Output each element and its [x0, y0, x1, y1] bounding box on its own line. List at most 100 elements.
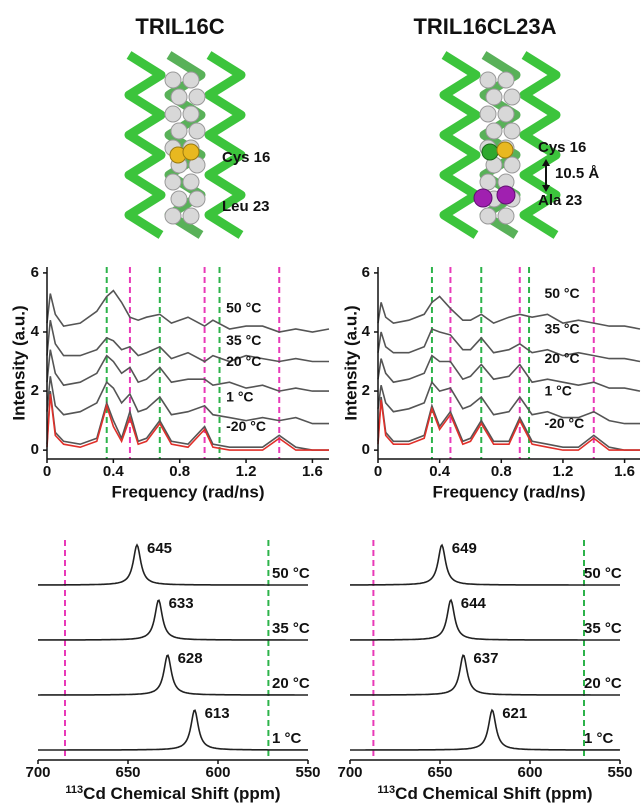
x-axis-label-superscript: 113: [377, 784, 395, 796]
trace: [377, 327, 641, 363]
x-tick-label: 0.8: [491, 463, 512, 480]
atom: [479, 105, 497, 123]
peak-label: 621: [502, 705, 527, 722]
spectrum-trace: [350, 654, 620, 696]
x-axis-label: Frequency (rad/ns): [432, 482, 585, 501]
series-label: 50 °C: [272, 565, 310, 582]
structure-title: TRIL16CL23A: [413, 14, 556, 39]
series-label: 1 °C: [226, 388, 253, 404]
series-label: 20 °C: [584, 675, 622, 692]
x-axis-label: 113Cd Chemical Shift (ppm): [65, 784, 280, 804]
atom: [503, 156, 521, 174]
peak-label: 613: [205, 705, 230, 722]
structure-label: 10.5 Å: [555, 165, 599, 182]
x-tick-label: 550: [295, 764, 320, 781]
spectrum-trace: [38, 543, 308, 586]
peak-label: 628: [178, 650, 203, 667]
structure-label: Ala 23: [538, 192, 582, 209]
structure: TRIL16C Cys 16 Leu 23: [124, 14, 270, 239]
atom: [481, 143, 499, 161]
atom: [164, 71, 182, 89]
series-label: 20 °C: [226, 353, 261, 369]
x-tick-label: 550: [607, 764, 632, 781]
arrow-head: [542, 159, 550, 166]
trace: [46, 320, 329, 363]
y-tick-label: 4: [31, 323, 40, 340]
trace: [46, 376, 329, 425]
series-label: -20 °C: [226, 418, 266, 434]
structure: TRIL16CL23A Cys 16 10.5 Å Ala 23: [413, 14, 599, 239]
spectrum-trace: [350, 708, 621, 751]
y-tick-label: 6: [362, 264, 370, 281]
atom: [473, 188, 493, 208]
atom: [503, 88, 521, 106]
atom: [497, 207, 515, 225]
helix: [439, 51, 481, 239]
atom: [188, 190, 206, 208]
atom: [496, 141, 514, 159]
series-label: 50 °C: [544, 285, 579, 301]
atom: [164, 173, 182, 191]
series-label: 20 °C: [544, 350, 579, 366]
series-label: 35 °C: [584, 620, 622, 637]
trace: [46, 349, 329, 392]
atom: [497, 105, 515, 123]
trace: [377, 295, 641, 330]
y-tick-label: 2: [31, 382, 39, 399]
x-tick-label: 700: [25, 764, 50, 781]
x-tick-label: 600: [205, 764, 230, 781]
series-label: 35 °C: [272, 620, 310, 637]
x-tick-label: 1.2: [553, 463, 574, 480]
x-tick-label: 1.2: [236, 463, 257, 480]
trace: [377, 354, 641, 392]
spectrum-trace: [38, 599, 308, 641]
atom: [182, 71, 200, 89]
x-tick-label: 0: [43, 463, 51, 480]
structure-label: Leu 23: [222, 198, 270, 215]
x-tick-label: 0.4: [429, 463, 451, 480]
series-label: 35 °C: [226, 332, 261, 348]
atom: [170, 190, 188, 208]
x-tick-label: 1.6: [614, 463, 635, 480]
y-tick-label: 6: [31, 264, 39, 281]
trace: [377, 396, 640, 451]
atom: [479, 173, 497, 191]
y-tick-label: 2: [362, 382, 370, 399]
atom: [479, 207, 497, 225]
x-axis-label-text: Cd Chemical Shift (ppm): [83, 784, 280, 803]
structure-label: Cys 16: [222, 149, 270, 166]
y-tick-label: 4: [362, 323, 371, 340]
spectrum-trace: [38, 654, 308, 696]
peak-label: 645: [147, 540, 172, 557]
peak-label: 644: [461, 595, 487, 612]
structure-title: TRIL16C: [135, 14, 224, 39]
x-axis-label: Frequency (rad/ns): [111, 482, 264, 501]
x-tick-label: 0.8: [169, 463, 190, 480]
atom: [170, 88, 188, 106]
x-tick-label: 700: [337, 764, 362, 781]
spectrum-trace: [350, 598, 620, 641]
trace: [377, 399, 640, 451]
arrow-head: [542, 185, 550, 192]
series-label: 1 °C: [272, 730, 302, 747]
series-label: 50 °C: [584, 565, 622, 582]
trace: [377, 380, 640, 425]
x-tick-label: 1.6: [302, 463, 323, 480]
atom: [164, 207, 182, 225]
y-axis-label: Intensity (a.u.): [9, 305, 28, 420]
atom: [485, 122, 503, 140]
atom: [164, 105, 182, 123]
atom: [182, 105, 200, 123]
peak-label: 637: [473, 650, 498, 667]
y-axis-label: Intensity (a.u.): [341, 305, 360, 420]
atom: [485, 88, 503, 106]
series-label: 1 °C: [544, 382, 571, 398]
atom: [170, 122, 188, 140]
series-label: 50 °C: [226, 300, 261, 316]
helix: [519, 51, 561, 239]
spectrum-trace: [38, 709, 308, 751]
series-label: 20 °C: [272, 675, 310, 692]
atom: [479, 71, 497, 89]
series-label: 35 °C: [544, 320, 579, 336]
